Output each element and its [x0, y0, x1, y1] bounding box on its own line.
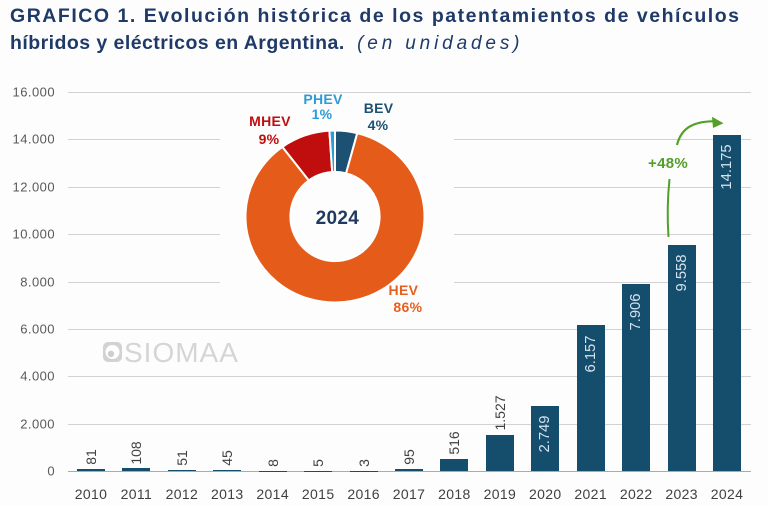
svg-text:SIOMAA: SIOMAA	[124, 340, 239, 366]
